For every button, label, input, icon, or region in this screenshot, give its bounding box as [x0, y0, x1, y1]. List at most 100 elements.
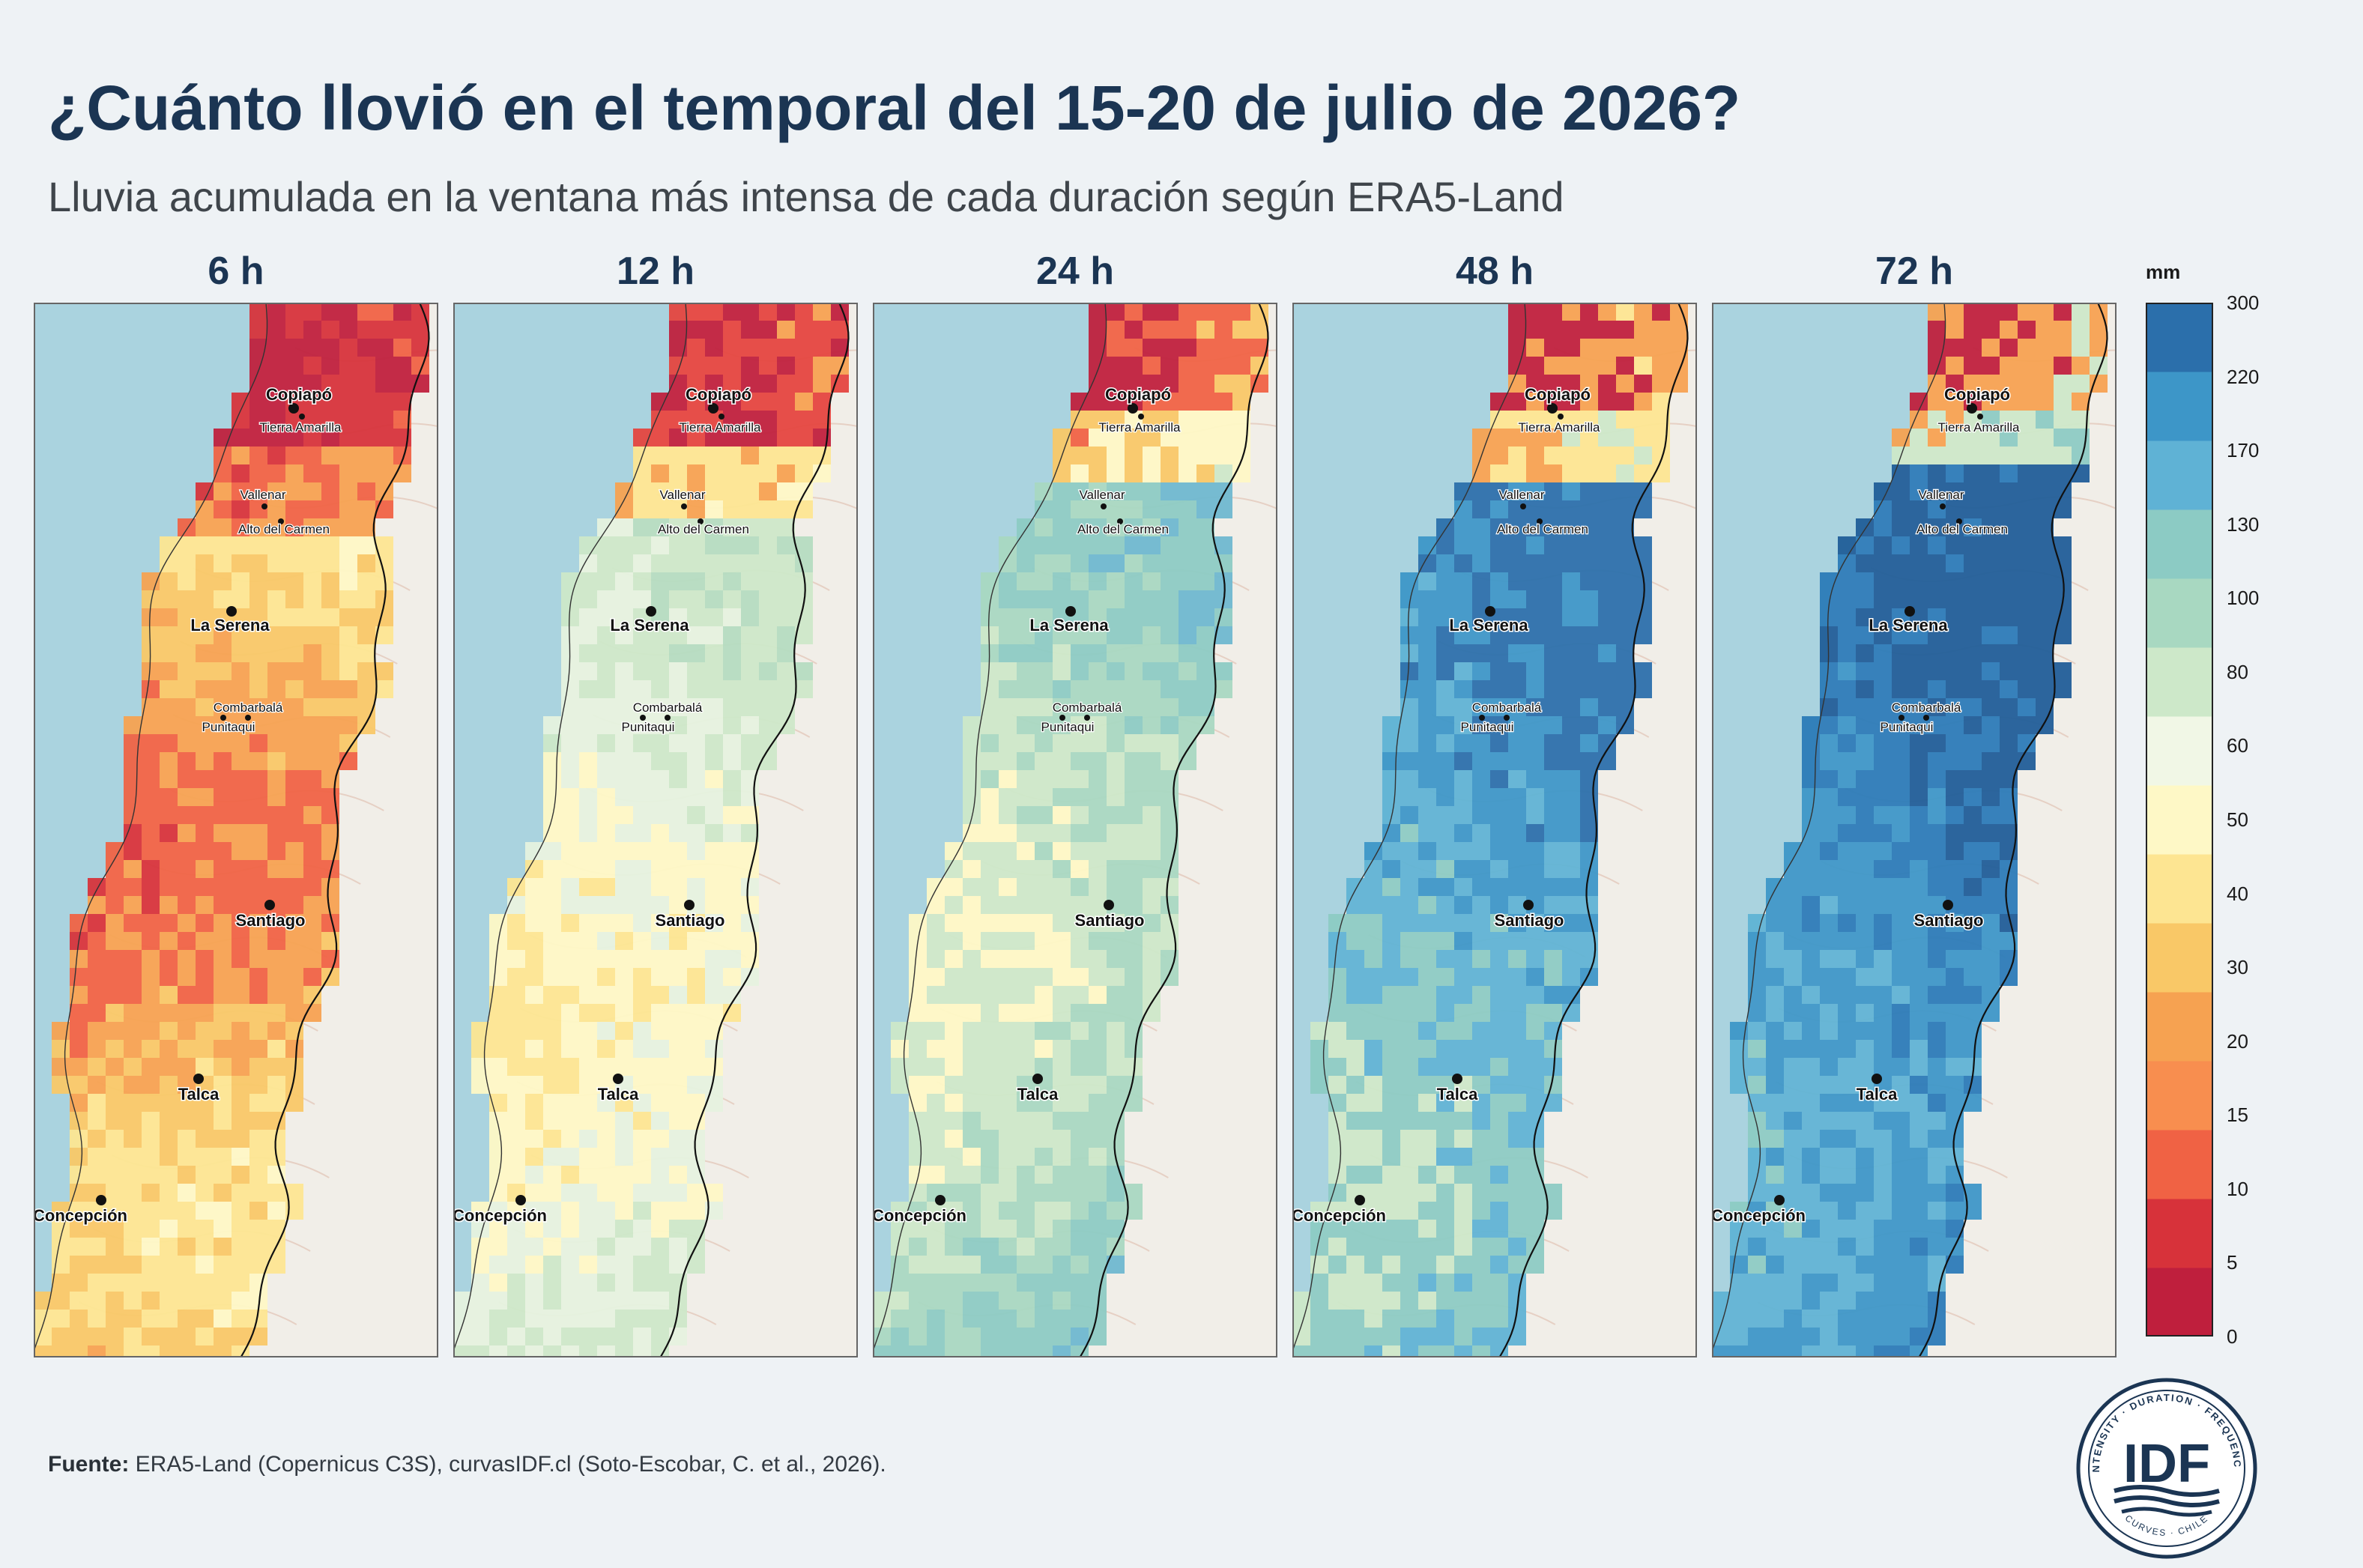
rain-cell	[106, 968, 124, 986]
rain-cell	[999, 806, 1017, 824]
rain-cell	[1748, 1004, 1766, 1022]
rain-cell	[1784, 968, 1802, 986]
rain-cell	[142, 1292, 160, 1310]
rain-cell	[2054, 500, 2072, 518]
rain-cell	[1035, 1130, 1053, 1148]
rain-cell	[267, 554, 285, 572]
rain-cell	[1946, 500, 1964, 518]
rain-cell	[232, 914, 249, 932]
rain-cell	[1508, 734, 1526, 752]
rain-cell	[687, 842, 705, 860]
rain-cell	[1418, 986, 1436, 1004]
rain-cell	[142, 1130, 160, 1148]
rain-cell	[963, 1076, 981, 1094]
rain-cell	[1089, 375, 1107, 393]
rain-cell	[1820, 752, 1838, 770]
rain-cell	[1856, 716, 1874, 734]
rain-cell	[651, 878, 669, 896]
rain-cell	[489, 1166, 507, 1184]
rain-cell	[525, 1004, 543, 1022]
rain-cell	[1892, 500, 1910, 518]
rain-cell	[2000, 482, 2018, 500]
rain-cell	[1035, 1220, 1053, 1238]
map-panel-24h[interactable]: Copiapó Tierra Amarilla Vallenar Alto del C…	[873, 303, 1277, 1357]
rain-cell	[1616, 662, 1634, 680]
city-label: Santiago	[1495, 911, 1564, 930]
rain-cell	[1071, 680, 1089, 698]
rain-cell	[651, 860, 669, 878]
rain-cell	[1946, 950, 1964, 968]
rain-cell	[285, 626, 303, 644]
rain-cell	[759, 482, 777, 500]
rain-cell	[196, 1202, 214, 1220]
rain-cell	[579, 626, 597, 644]
rain-cell	[321, 393, 339, 411]
rain-cell	[1748, 1058, 1766, 1076]
rain-cell	[249, 1220, 267, 1238]
rain-cell	[1820, 860, 1838, 878]
rain-cell	[963, 950, 981, 968]
rain-cell	[489, 1148, 507, 1166]
rain-cell	[561, 986, 579, 1004]
rain-cell	[981, 968, 999, 986]
rain-cell	[178, 878, 196, 896]
rain-cell	[579, 968, 597, 986]
rain-cell	[507, 1112, 525, 1130]
rain-cell	[741, 375, 759, 393]
rain-cell	[267, 375, 285, 393]
rain-cell	[357, 590, 375, 608]
rain-cell	[945, 1310, 963, 1328]
rain-cell	[1454, 1328, 1472, 1345]
map-panel-48h[interactable]: Copiapó Tierra Amarilla Vallenar Alto del C…	[1292, 303, 1697, 1357]
rain-cell	[1928, 339, 1946, 357]
rain-cell	[1874, 860, 1892, 878]
rain-cell	[1748, 1345, 1766, 1357]
rain-cell	[285, 608, 303, 626]
rain-cell	[687, 770, 705, 788]
rain-cell	[142, 824, 160, 842]
rain-cell	[687, 608, 705, 626]
rain-cell	[1346, 1310, 1364, 1328]
rain-cell	[1454, 572, 1472, 590]
rain-cell	[1161, 393, 1179, 411]
rain-cell	[1472, 1004, 1490, 1022]
rain-cell	[1982, 554, 2000, 572]
rain-cell	[160, 680, 178, 698]
rain-cell	[2018, 572, 2036, 590]
rain-cell	[1766, 914, 1784, 932]
rain-cell	[285, 662, 303, 680]
rain-cell	[232, 1166, 249, 1184]
rain-cell	[705, 644, 723, 662]
rain-cell	[999, 1184, 1017, 1202]
map-panel-72h[interactable]: Copiapó Tierra Amarilla Vallenar Alto del C…	[1712, 303, 2117, 1357]
rain-cell	[375, 464, 393, 482]
city-label: Vallenar	[1079, 488, 1125, 502]
rain-cell	[1454, 698, 1472, 716]
rain-cell	[1580, 752, 1598, 770]
rain-cell	[1838, 860, 1856, 878]
rain-cell	[597, 680, 615, 698]
rain-cell	[999, 1220, 1017, 1238]
rain-cell	[1214, 662, 1232, 680]
rain-cell	[357, 572, 375, 590]
source-label: Fuente:	[48, 1452, 130, 1477]
rain-cell	[196, 1292, 214, 1310]
rain-cell	[214, 1130, 232, 1148]
rain-cell	[1053, 482, 1071, 500]
rain-cell	[1214, 429, 1232, 447]
rain-cell	[1982, 986, 2000, 1004]
rain-cell	[214, 429, 232, 447]
rain-cell	[579, 950, 597, 968]
rain-cell	[1784, 896, 1802, 914]
rain-cell	[669, 860, 687, 878]
map-panel-6h[interactable]: Copiapó Tierra Amarilla Vallenar Alto del C…	[34, 303, 438, 1357]
colorbar-tick-label: 100	[2227, 587, 2260, 610]
city-marker	[288, 403, 299, 414]
rain-cell	[705, 626, 723, 644]
rain-cell	[1143, 464, 1161, 482]
rain-cell	[945, 950, 963, 968]
rain-cell	[1107, 824, 1125, 842]
rain-cell	[1526, 1166, 1544, 1184]
rain-cell	[232, 1058, 249, 1076]
map-panel-12h[interactable]: Copiapó Tierra Amarilla Vallenar Alto del C…	[453, 303, 858, 1357]
